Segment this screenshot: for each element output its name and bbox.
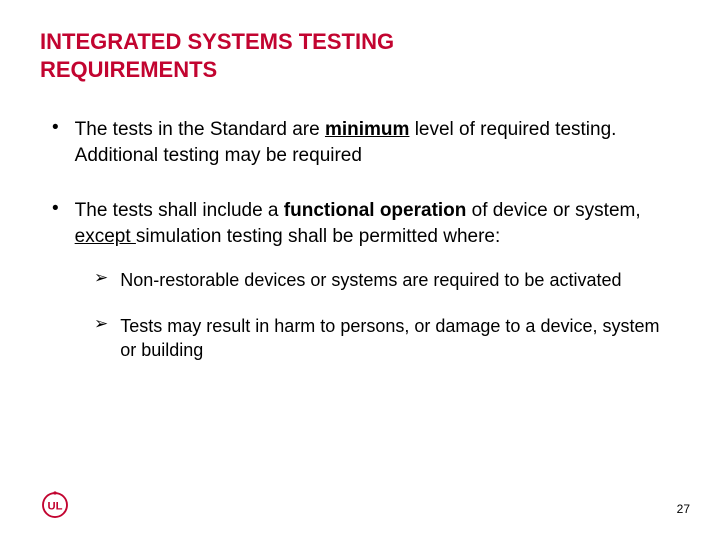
sub-bullet-2-text: Tests may result in harm to persons, or … xyxy=(120,314,680,363)
title-line-1: INTEGRATED SYSTEMS TESTING xyxy=(40,29,394,54)
sub-bullet-1: ➢ Non-restorable devices or systems are … xyxy=(94,268,680,292)
bullet-1-emph: minimum xyxy=(325,119,409,140)
bullet-2: • The tests shall include a functional o… xyxy=(40,198,680,249)
bullet-1-pre: The tests in the Standard are xyxy=(75,119,325,140)
svg-text:UL: UL xyxy=(48,501,63,513)
bullet-2-mid: of device or system, xyxy=(466,200,640,221)
bullet-2-emph: functional operation xyxy=(284,200,467,221)
bullet-dot-icon: • xyxy=(52,198,59,249)
title-line-2: REQUIREMENTS xyxy=(40,57,217,82)
bullet-2-pre: The tests shall include a xyxy=(75,200,284,221)
page-number: 27 xyxy=(677,502,690,516)
slide-title: INTEGRATED SYSTEMS TESTING REQUIREMENTS xyxy=(40,28,680,83)
arrow-icon: ➢ xyxy=(94,314,108,363)
sub-bullet-2: ➢ Tests may result in harm to persons, o… xyxy=(94,314,680,363)
ul-logo-icon: UL xyxy=(40,490,70,520)
bullet-2-text: The tests shall include a functional ope… xyxy=(75,198,680,249)
bullet-1: • The tests in the Standard are minimum … xyxy=(40,117,680,168)
sub-bullet-1-text: Non-restorable devices or systems are re… xyxy=(120,268,621,292)
bullet-1-text: The tests in the Standard are minimum le… xyxy=(75,117,680,168)
sub-bullet-list: ➢ Non-restorable devices or systems are … xyxy=(40,268,680,363)
bullet-2-post: simulation testing shall be permitted wh… xyxy=(136,226,500,247)
bullet-dot-icon: • xyxy=(52,117,59,168)
arrow-icon: ➢ xyxy=(94,268,108,292)
bullet-2-emph2: except xyxy=(75,226,136,247)
